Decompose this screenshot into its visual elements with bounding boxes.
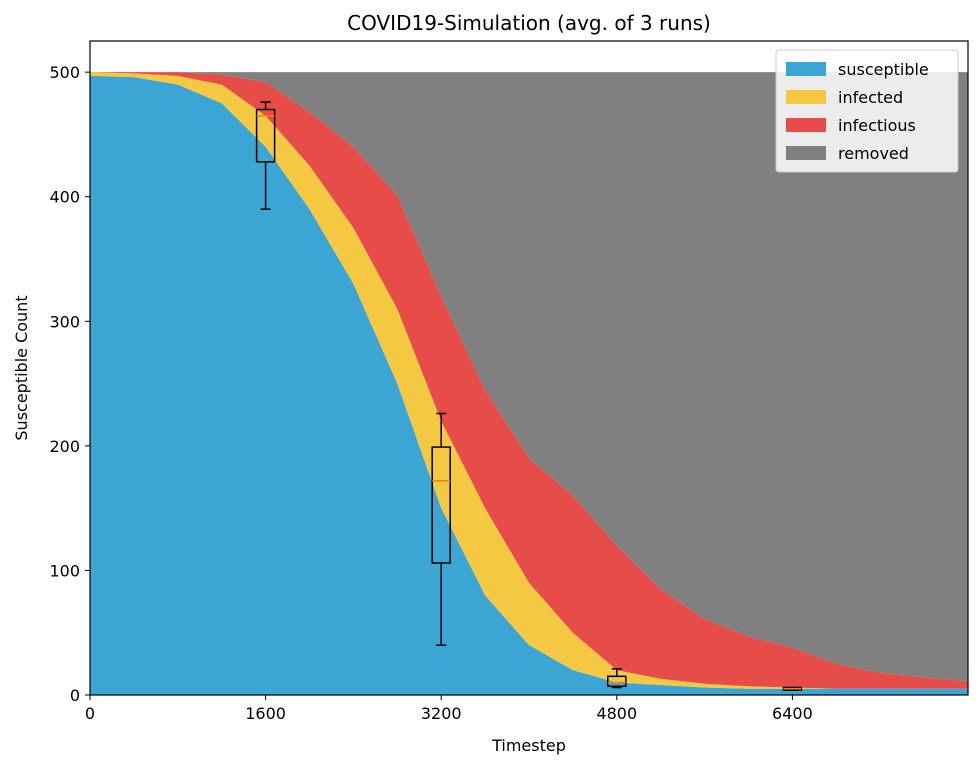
y-axis-label: Susceptible Count [12,295,31,440]
stacked-areas [90,72,968,695]
boxplots [255,101,803,691]
y-tick-label: 300 [49,312,80,331]
boxplot-3 [782,686,803,691]
y-tick-label: 0 [70,686,80,705]
y-axis-ticks: 0 100 200 300 400 500 [49,63,90,705]
legend-label-susceptible: susceptible [838,60,929,79]
legend: susceptible infected infectious removed [775,49,959,173]
boxplot-0 [255,101,276,210]
y-tick-label: 500 [49,63,80,82]
x-axis-ticks: 0 1600 3200 4800 6400 [85,695,813,723]
x-tick-label: 4800 [596,704,637,723]
x-axis-label: Timestep [491,736,566,755]
legend-swatch-infectious [786,118,826,132]
x-tick-label: 1600 [245,704,286,723]
x-tick-label: 3200 [421,704,462,723]
legend-label-removed: removed [838,144,909,163]
legend-label-infected: infected [838,88,903,107]
legend-swatch-infected [786,90,826,104]
boxplot-2 [607,668,627,689]
boxplot-1 [431,412,451,646]
chart-title: COVID19-Simulation (avg. of 3 runs) [347,11,711,35]
legend-label-infectious: infectious [838,116,916,135]
boxplot-box [255,108,276,163]
legend-swatch-removed [786,146,826,160]
area-removed [90,72,968,682]
x-tick-label: 0 [85,704,95,723]
y-tick-label: 100 [49,561,80,580]
legend-swatch-susceptible [786,62,826,76]
plot-frame [89,40,969,696]
area-infectious [90,72,968,689]
y-tick-label: 400 [49,188,80,207]
boxplot-box [431,446,451,564]
x-tick-label: 6400 [772,704,813,723]
area-susceptible [90,75,968,695]
legend-frame [775,49,959,173]
boxplot-box [607,675,627,688]
y-tick-label: 200 [49,437,80,456]
